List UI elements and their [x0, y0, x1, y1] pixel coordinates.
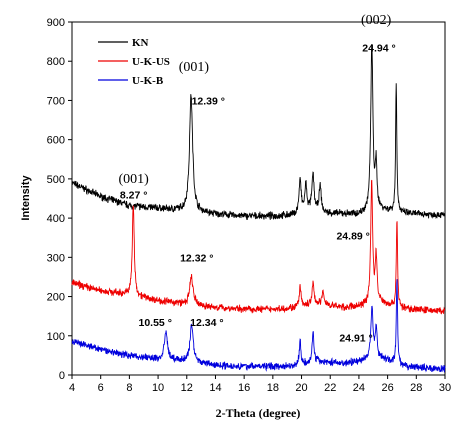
- y-tick-label: 900: [47, 17, 65, 29]
- x-tick-label: 28: [410, 382, 422, 394]
- series-line-0: [71, 44, 446, 220]
- y-tick-label: 300: [47, 252, 65, 264]
- y-tick-label: 0: [59, 370, 65, 382]
- axes-layer: 4 6 8 10 12 14 16 18 20 22 24 26 28 30010020030040050…: [47, 17, 451, 394]
- y-tick-label: 400: [47, 213, 65, 225]
- x-tick-label: 12: [181, 382, 193, 394]
- x-tick-label: 16: [238, 382, 250, 394]
- series-line-2: [71, 279, 446, 373]
- legend-label: U-K-US: [132, 56, 170, 68]
- x-axis-title: 2-Theta (degree): [216, 406, 301, 420]
- x-tick-label: 30: [439, 382, 451, 394]
- y-tick-label: 700: [47, 95, 65, 107]
- y-tick-label: 200: [47, 292, 65, 304]
- peak-position-label: 12.39 °: [192, 95, 225, 107]
- x-tick-label: 20: [295, 382, 307, 394]
- miller-index-label: (001): [179, 60, 210, 75]
- peak-position-label: 24.91 °: [339, 333, 372, 345]
- y-tick-label: 100: [47, 331, 65, 343]
- y-axis-title: Intensity: [20, 175, 32, 221]
- legend-label: KN: [132, 37, 149, 49]
- legend: KN U-K-US U-K-B: [98, 37, 170, 87]
- annotation-layer: (001) 8.27 ° (001) 12.39 ° (002) 24.94 ° 12.32…: [119, 13, 396, 345]
- peak-position-label: 24.89 °: [336, 231, 369, 243]
- peak-position-label: 8.27 °: [120, 190, 148, 202]
- x-tick-label: 6: [98, 382, 104, 394]
- peak-position-label: 10.55 °: [139, 317, 172, 329]
- series-layer: [71, 44, 446, 373]
- y-tick-label: 800: [47, 56, 65, 68]
- y-tick-label: 600: [47, 135, 65, 147]
- x-tick-label: 4: [69, 382, 75, 394]
- x-tick-label: 8: [126, 382, 132, 394]
- x-tick-label: 24: [353, 382, 365, 394]
- x-tick-label: 26: [381, 382, 393, 394]
- peak-position-label: 24.94 °: [362, 42, 395, 54]
- y-tick-label: 500: [47, 174, 65, 186]
- x-tick-label: 14: [209, 382, 221, 394]
- x-tick-label: 22: [324, 382, 336, 394]
- peak-position-label: 12.32 °: [180, 252, 213, 264]
- x-tick-label: 10: [152, 382, 164, 394]
- miller-index-label: (002): [361, 13, 392, 28]
- miller-index-label: (001): [119, 172, 150, 187]
- peak-position-label: 12.34 °: [190, 317, 223, 329]
- series-line-1: [71, 179, 446, 315]
- x-tick-label: 18: [267, 382, 279, 394]
- plot-area: [71, 21, 446, 376]
- legend-label: U-K-B: [132, 75, 164, 87]
